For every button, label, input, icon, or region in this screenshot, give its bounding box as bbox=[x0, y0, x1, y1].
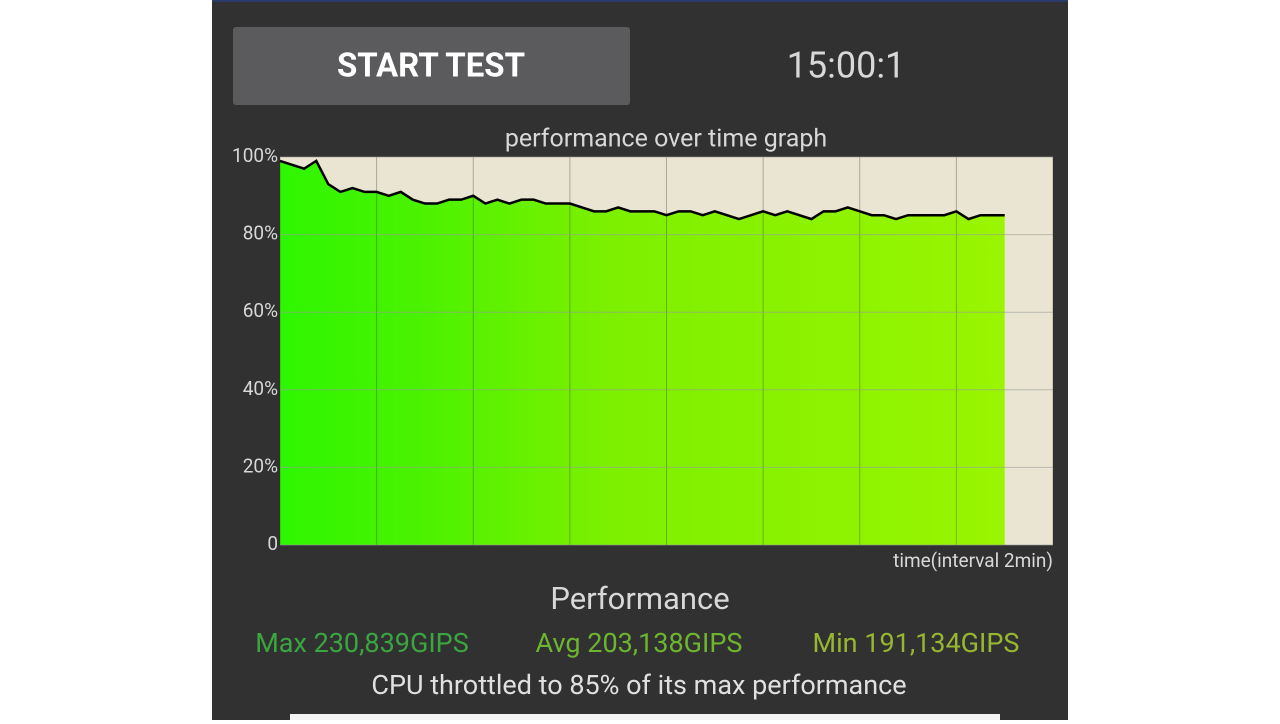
stat: Max 230,839GIPS bbox=[255, 627, 469, 659]
x-axis-label: time(interval 2min) bbox=[893, 549, 1053, 572]
top-bar bbox=[212, 0, 1068, 2]
area bbox=[280, 160, 1005, 545]
line bbox=[279, 159, 1005, 221]
y-tick-label: 20% bbox=[243, 454, 278, 477]
y-tick-label: 0 bbox=[267, 532, 278, 555]
y-tick-label: 40% bbox=[243, 377, 278, 400]
y-tick-label: 100% bbox=[232, 144, 278, 167]
timer: 15:00:1 bbox=[787, 45, 906, 87]
stat: Min 191,134GIPS bbox=[813, 627, 1020, 659]
summary-heading: Performance bbox=[550, 580, 729, 617]
stat: Avg 203,138GIPS bbox=[536, 627, 743, 659]
y-tick-label: 80% bbox=[243, 222, 278, 245]
button-label[interactable]: START TEST bbox=[337, 47, 525, 86]
chart-title: performance over time graph bbox=[505, 125, 827, 154]
throttle-note: CPU throttled to 85% of its max performa… bbox=[371, 669, 906, 701]
start-button[interactable] bbox=[233, 27, 630, 105]
y-tick-label: 60% bbox=[243, 299, 278, 322]
bottom-bar bbox=[290, 714, 1000, 720]
